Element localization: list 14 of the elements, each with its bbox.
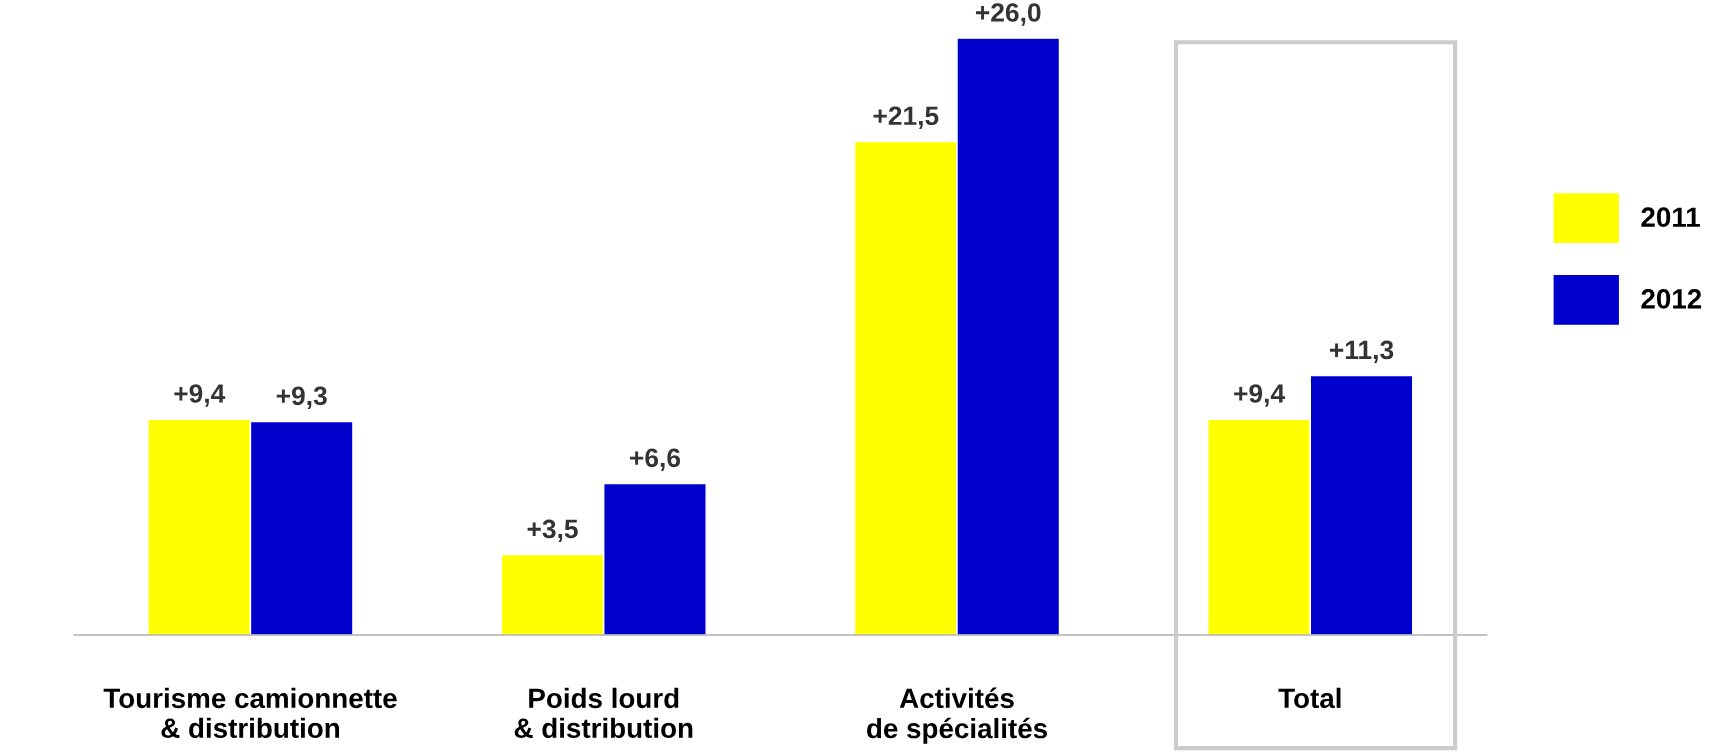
data-label: +3,5 xyxy=(527,519,578,543)
data-label: +9,4 xyxy=(174,384,226,407)
data-label: +9,4 xyxy=(1234,384,1285,407)
x-tick-label: Tourisme camionnette & distribution xyxy=(103,687,397,739)
legend-label: 2011 xyxy=(1641,207,1700,228)
legend-label: 2012 xyxy=(1641,289,1702,309)
data-label: +11,3 xyxy=(1329,340,1394,364)
data-label: +9,3 xyxy=(276,386,327,409)
x-tick-label: Total xyxy=(1278,687,1341,709)
data-label: +6,6 xyxy=(630,448,681,471)
x-tick-label: Activités de spécialités xyxy=(867,687,1047,744)
data-label: +21,5 xyxy=(873,106,939,129)
x-tick-label: Poids lourd & distribution xyxy=(514,687,693,739)
data-label: +26,0 xyxy=(975,3,1041,26)
